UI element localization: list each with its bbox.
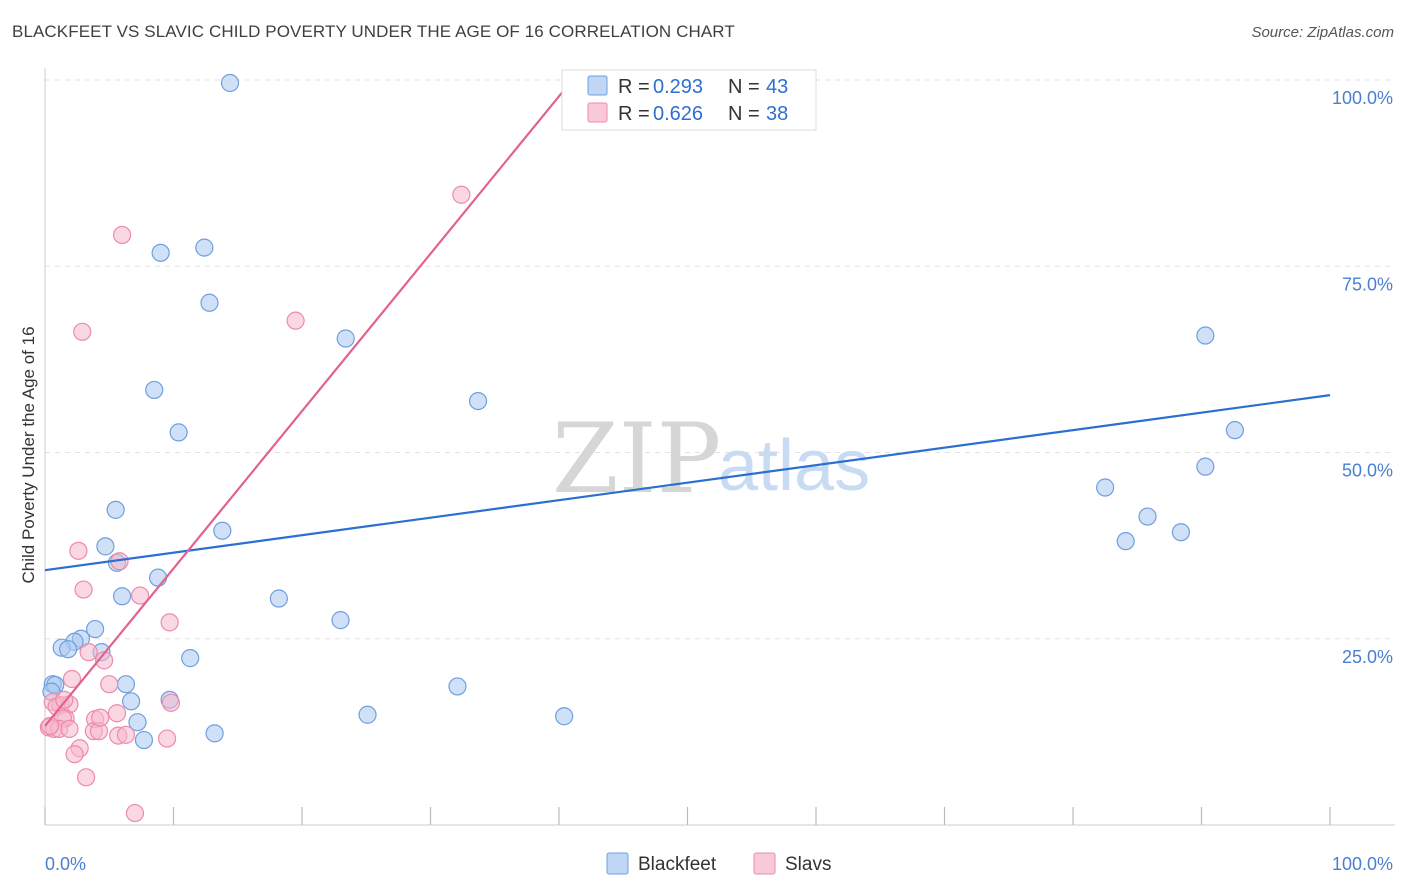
y-tick-label: 50.0% bbox=[1342, 461, 1393, 481]
legend-r-value-slavs: 0.626 bbox=[653, 103, 703, 125]
legend-swatch-slavs-bottom bbox=[753, 852, 776, 875]
data-point-slavs bbox=[116, 725, 136, 744]
x-tick-label: 0.0% bbox=[45, 854, 86, 874]
data-point-slavs bbox=[65, 745, 84, 764]
data-point-blackfeet bbox=[145, 380, 164, 400]
legend-swatch-blackfeet-bottom bbox=[606, 852, 629, 875]
series-legend: Blackfeet Slavs bbox=[606, 852, 831, 875]
y-tick-label: 100.0% bbox=[1332, 88, 1393, 108]
data-point-slavs bbox=[157, 729, 177, 748]
y-axis-label: Child Poverty Under the Age of 16 bbox=[19, 326, 38, 583]
data-point-slavs bbox=[125, 803, 145, 823]
data-point-blackfeet bbox=[1171, 523, 1191, 542]
legend-n-label-blackfeet: N = bbox=[728, 76, 760, 98]
data-point-blackfeet bbox=[128, 713, 147, 732]
data-point-slavs bbox=[69, 541, 88, 560]
data-point-slavs bbox=[73, 322, 92, 341]
data-point-slavs bbox=[60, 719, 79, 738]
data-point-blackfeet bbox=[555, 707, 574, 726]
legend-n-value-slavs: 38 bbox=[766, 103, 788, 125]
data-point-blackfeet bbox=[148, 568, 168, 587]
legend-swatch-blackfeet bbox=[587, 75, 608, 96]
data-point-slavs bbox=[452, 185, 471, 204]
data-point-blackfeet bbox=[1138, 507, 1157, 526]
data-point-blackfeet bbox=[59, 640, 78, 659]
data-point-blackfeet bbox=[195, 238, 214, 257]
data-point-blackfeet bbox=[336, 329, 355, 348]
data-point-blackfeet bbox=[112, 587, 132, 606]
data-point-blackfeet bbox=[358, 705, 377, 724]
data-point-blackfeet bbox=[1225, 421, 1245, 440]
data-point-slavs bbox=[91, 708, 110, 727]
watermark: ZIP atlas bbox=[552, 403, 870, 515]
legend-label-slavs: Slavs bbox=[785, 854, 831, 875]
watermark-atlas: atlas bbox=[718, 426, 870, 506]
data-point-slavs bbox=[74, 580, 93, 599]
legend-r-value-blackfeet: 0.293 bbox=[653, 76, 703, 98]
data-point-slavs bbox=[112, 225, 132, 245]
data-point-blackfeet bbox=[200, 293, 219, 312]
data-point-blackfeet bbox=[331, 611, 350, 630]
data-point-blackfeet bbox=[220, 73, 240, 93]
gridlines bbox=[45, 79, 1395, 640]
data-point-blackfeet bbox=[181, 649, 200, 668]
data-point-blackfeet bbox=[106, 500, 125, 519]
data-point-slavs bbox=[161, 693, 181, 712]
legend-n-label-slavs: N = bbox=[728, 103, 760, 125]
data-point-blackfeet bbox=[151, 243, 170, 262]
x-tick-label: 100.0% bbox=[1332, 854, 1393, 874]
y-tick-label: 75.0% bbox=[1342, 274, 1393, 294]
trend-line-slavs bbox=[44, 83, 571, 727]
data-point-blackfeet bbox=[448, 677, 467, 696]
data-point-blackfeet bbox=[269, 589, 288, 608]
data-point-slavs bbox=[160, 613, 179, 632]
data-point-blackfeet bbox=[205, 724, 224, 743]
data-point-slavs bbox=[100, 675, 119, 694]
data-point-slavs bbox=[77, 768, 96, 787]
data-point-slavs bbox=[62, 669, 82, 689]
data-point-slavs bbox=[107, 704, 127, 723]
data-point-blackfeet bbox=[121, 692, 141, 711]
data-point-blackfeet bbox=[213, 521, 232, 540]
correlation-legend: R = 0.293 N = 43 R = 0.626 N = 38 bbox=[561, 69, 817, 131]
trend-lines bbox=[44, 83, 1331, 727]
data-point-blackfeet bbox=[169, 423, 188, 442]
legend-r-label-blackfeet: R = bbox=[618, 76, 650, 98]
data-point-blackfeet bbox=[1116, 532, 1135, 551]
data-point-blackfeet bbox=[468, 391, 488, 411]
y-tick-label: 25.0% bbox=[1342, 647, 1393, 667]
data-point-blackfeet bbox=[1096, 478, 1115, 497]
data-point-slavs bbox=[41, 716, 60, 736]
data-point-blackfeet bbox=[1196, 457, 1215, 476]
data-point-blackfeet bbox=[96, 537, 115, 556]
data-points bbox=[39, 73, 1245, 823]
legend-label-blackfeet: Blackfeet bbox=[638, 854, 717, 875]
data-point-blackfeet bbox=[116, 675, 136, 694]
chart-title: BLACKFEET VS SLAVIC CHILD POVERTY UNDER … bbox=[12, 22, 735, 41]
legend-swatch-slavs bbox=[587, 102, 608, 123]
legend-r-label-slavs: R = bbox=[618, 103, 650, 125]
data-point-blackfeet bbox=[86, 619, 105, 639]
tick-labels: 25.0% 50.0% 75.0% 100.0% 0.0% 100.0% bbox=[45, 88, 1393, 874]
data-point-slavs bbox=[286, 311, 305, 330]
legend-n-value-blackfeet: 43 bbox=[766, 76, 788, 98]
data-point-slavs bbox=[79, 643, 98, 662]
data-point-blackfeet bbox=[134, 730, 154, 750]
trend-line-blackfeet bbox=[44, 394, 1331, 572]
data-point-slavs bbox=[130, 586, 150, 605]
chart-source: Source: ZipAtlas.com bbox=[1251, 24, 1394, 41]
data-point-blackfeet bbox=[1196, 326, 1215, 345]
